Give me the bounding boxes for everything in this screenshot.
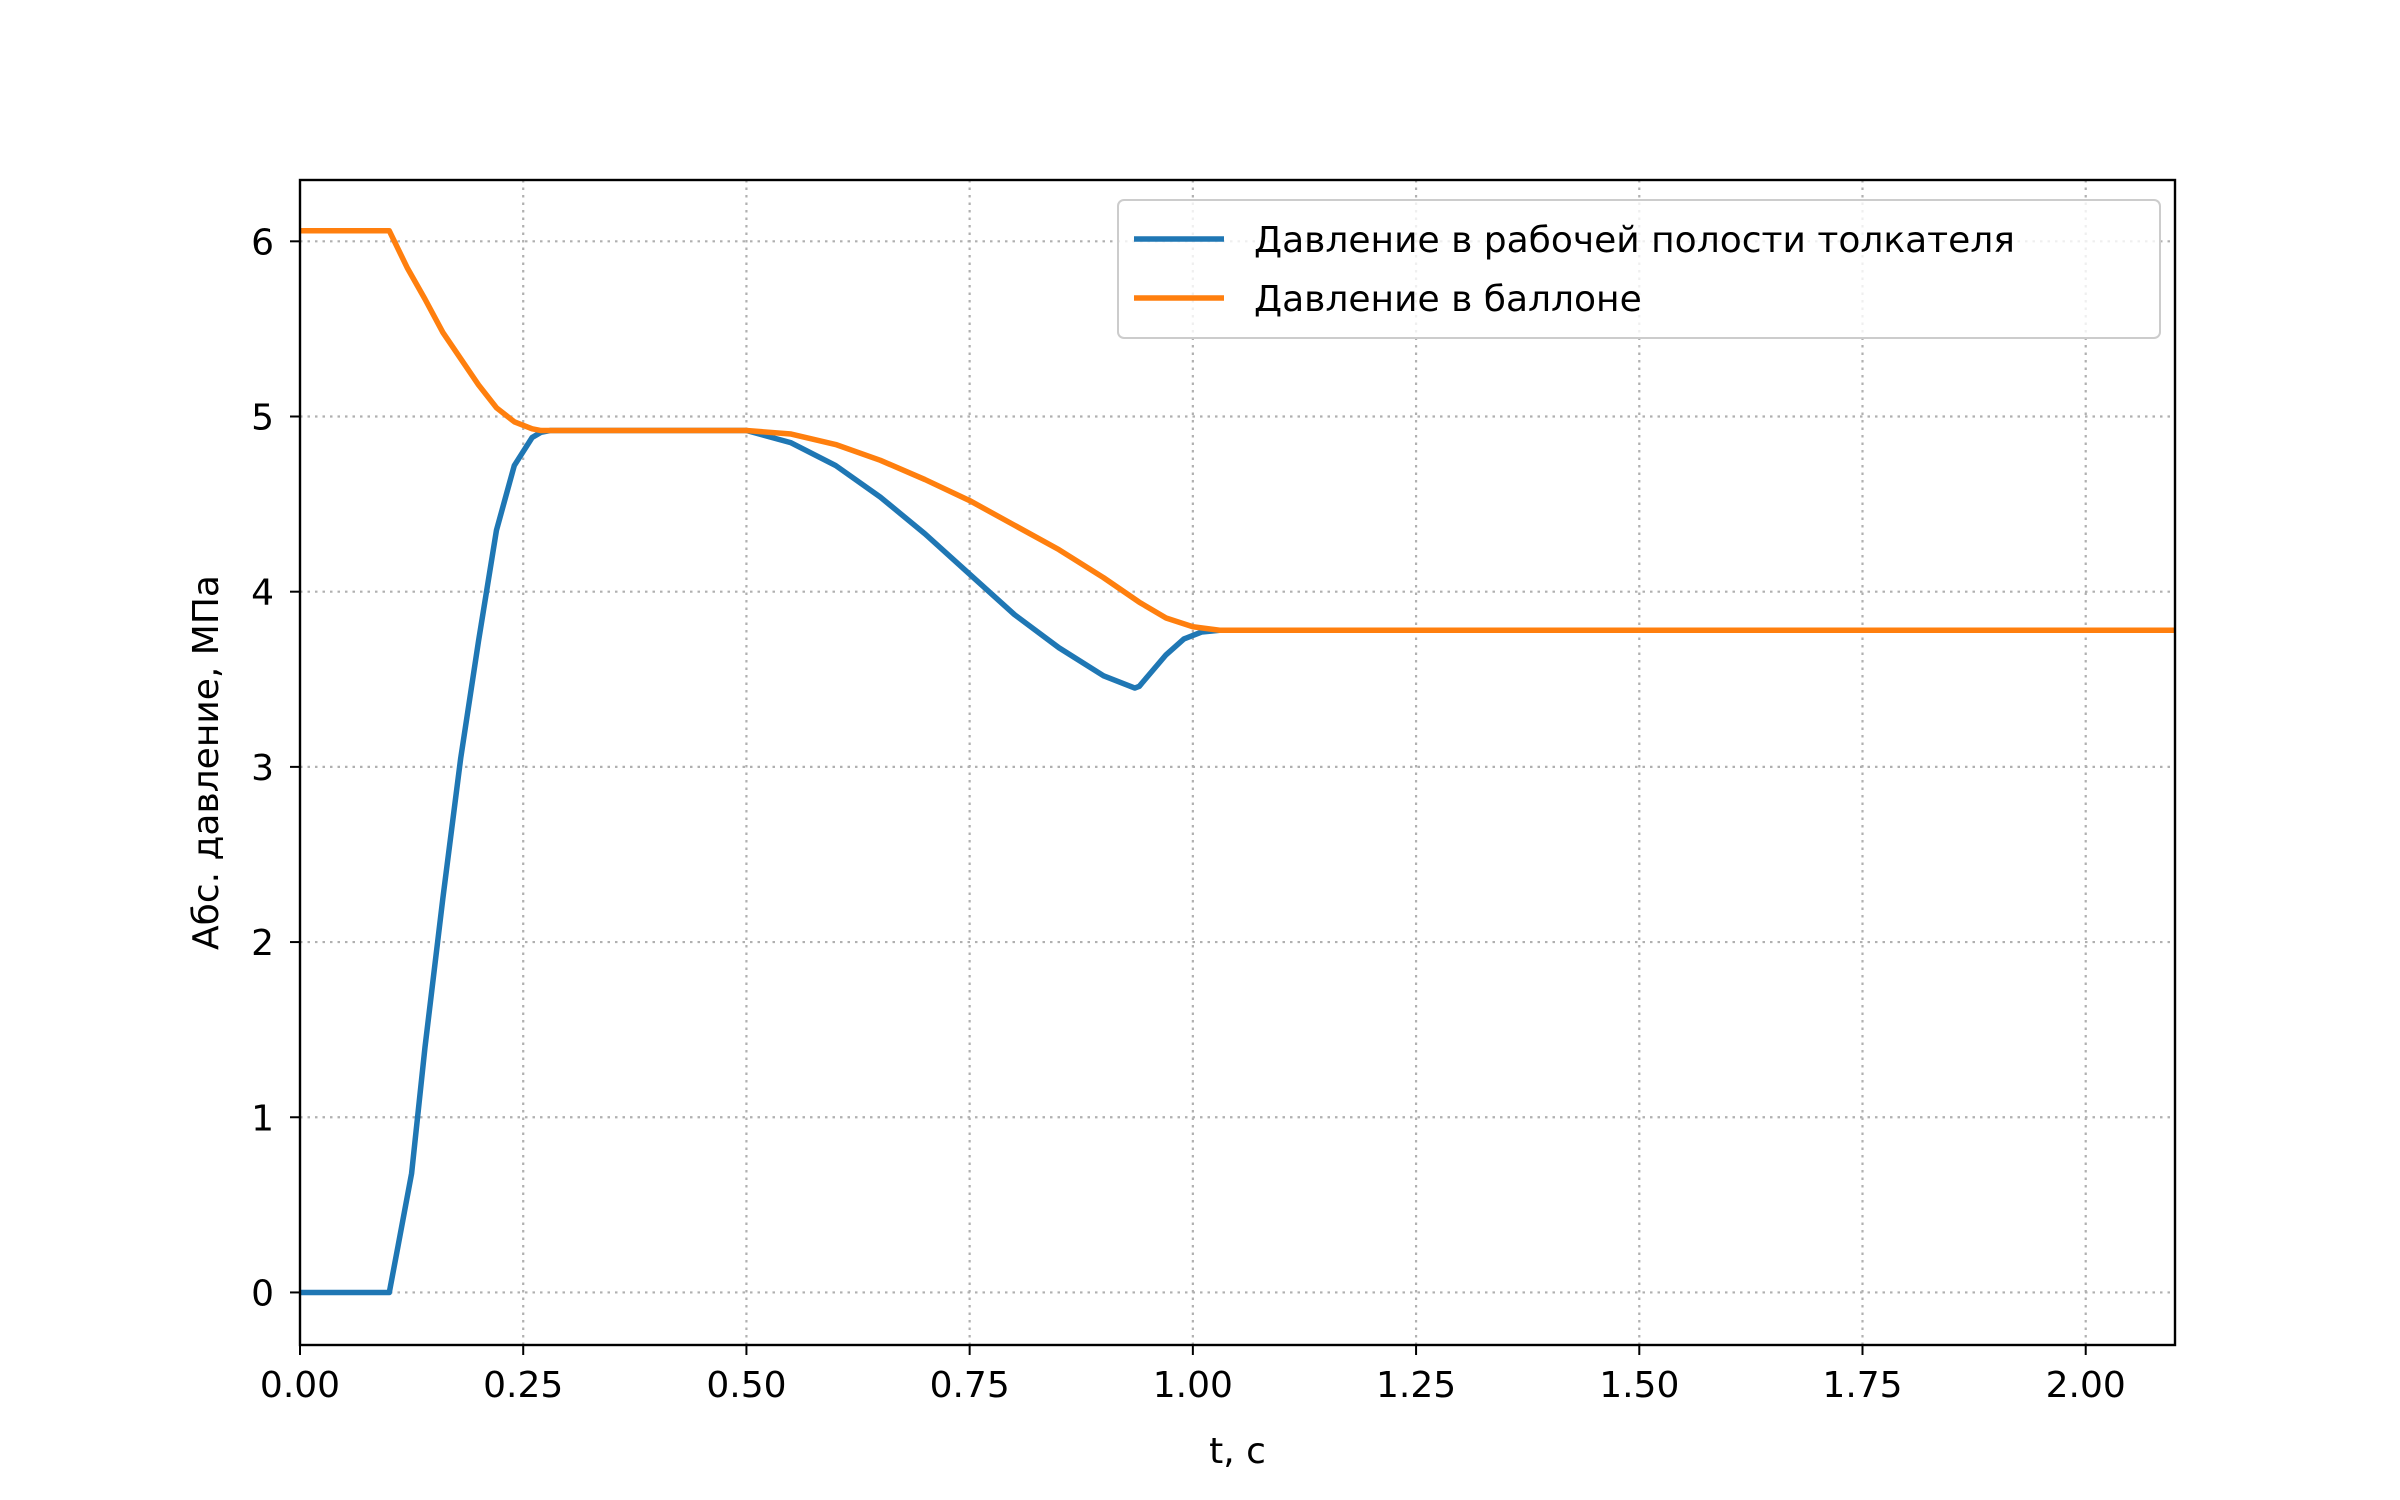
y-tick-label: 5 [251, 398, 274, 439]
x-tick-label: 1.25 [1376, 1365, 1456, 1406]
legend: Давление в рабочей полости толкателя Дав… [1117, 199, 2161, 339]
axes-frame [298, 178, 2177, 1347]
series-line-1 [300, 228, 2175, 633]
x-axis-label: t, с [1209, 1431, 1266, 1472]
x-tick-label: 1.50 [1599, 1365, 1679, 1406]
x-tick-label: 1.75 [1822, 1365, 1902, 1406]
y-tick-label: 2 [251, 923, 274, 964]
y-tick-label: 4 [251, 573, 274, 614]
y-tick-label: 6 [251, 222, 274, 263]
legend-label-working-cavity: Давление в рабочей полости толкателя [1254, 220, 2015, 261]
legend-label-cylinder: Давление в баллоне [1254, 279, 1642, 320]
series-line-0 [300, 427, 2175, 1296]
y-tick-label: 3 [251, 748, 274, 789]
series-lines [300, 228, 2175, 1296]
x-tick-label: 0.25 [483, 1365, 563, 1406]
grid [300, 180, 2175, 1345]
ticks: 0.00 0.25 0.50 0.75 1.00 1.25 1.50 1.75 2.00 0 1 2 3… [251, 222, 2126, 1406]
y-axis-label: Абс. давление, МПа [186, 575, 227, 950]
x-tick-label: 0.00 [260, 1365, 340, 1406]
x-tick-label: 1.00 [1153, 1365, 1233, 1406]
x-tick-label: 0.50 [706, 1365, 786, 1406]
x-tick-label: 2.00 [2046, 1365, 2126, 1406]
y-tick-label: 1 [251, 1098, 274, 1139]
x-tick-label: 0.75 [930, 1365, 1010, 1406]
legend-box [1117, 199, 2161, 339]
y-tick-label: 0 [251, 1273, 274, 1314]
